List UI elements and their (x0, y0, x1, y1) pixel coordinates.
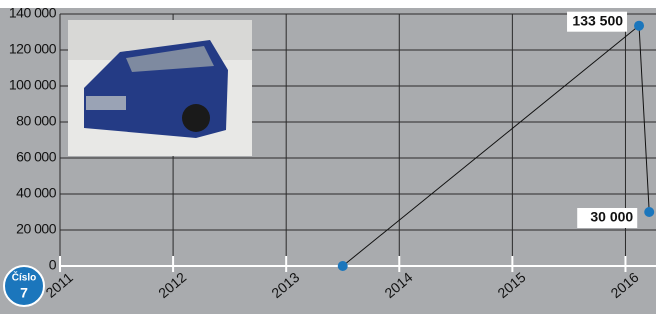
badge: Číslo 7 (4, 266, 44, 306)
badge-label: Číslo (12, 271, 36, 284)
y-tick-label: 80 000 (16, 113, 57, 129)
value-label: 133 500 (572, 12, 623, 28)
y-tick-label: 60 000 (16, 149, 57, 165)
point (338, 261, 348, 271)
y-tick-label: 20 000 (16, 221, 57, 237)
y-tick-label: 140 000 (9, 5, 57, 21)
chart: Číslo 7 0 20 000 40 000 60 000 80 000 100 000… (0, 0, 656, 314)
y-tick-label: 100 000 (9, 77, 57, 93)
point (644, 207, 654, 217)
y-tick-label: 120 000 (9, 41, 57, 57)
y-tick-label: 0 (49, 257, 57, 273)
badge-number: 7 (20, 285, 28, 301)
value-label: 30 000 (590, 209, 633, 225)
photo (68, 20, 252, 156)
y-tick-label: 40 000 (16, 185, 57, 201)
point (634, 21, 644, 31)
top-strip (0, 0, 656, 8)
